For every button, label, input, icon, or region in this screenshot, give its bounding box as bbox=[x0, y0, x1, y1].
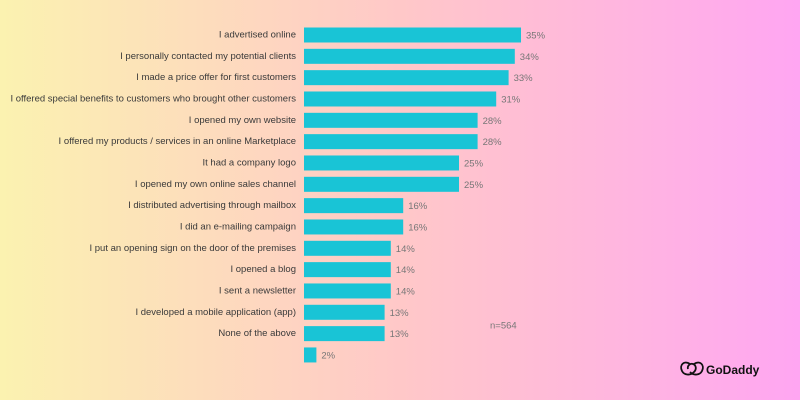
bar bbox=[304, 134, 478, 150]
category-label: I put an opening sign on the door of the… bbox=[90, 243, 297, 254]
bar bbox=[304, 48, 515, 64]
bar bbox=[304, 155, 459, 171]
category-label: None of the above bbox=[218, 328, 296, 339]
value-label: 35% bbox=[526, 31, 546, 42]
value-label: 34% bbox=[520, 52, 540, 63]
category-label: I did an e-mailing campaign bbox=[180, 221, 296, 232]
bar bbox=[304, 347, 317, 363]
bar bbox=[304, 283, 391, 299]
value-label: 14% bbox=[396, 244, 416, 255]
category-label: I opened my own online sales channel bbox=[135, 179, 296, 190]
value-label: 16% bbox=[408, 222, 428, 233]
category-label: I personally contacted my potential clie… bbox=[120, 51, 296, 62]
value-label: 33% bbox=[514, 73, 534, 84]
value-label: 13% bbox=[390, 329, 410, 340]
category-label: I advertised online bbox=[219, 30, 296, 41]
category-label: I offered my products / services in an o… bbox=[59, 136, 296, 147]
value-label: 13% bbox=[390, 308, 410, 319]
bar bbox=[304, 70, 509, 86]
bar bbox=[304, 240, 391, 256]
category-label: I offered special benefits to customers … bbox=[10, 94, 296, 105]
category-label: I opened a blog bbox=[230, 264, 296, 275]
annotation: n=564 bbox=[490, 321, 517, 332]
value-label: 2% bbox=[321, 350, 335, 361]
bar bbox=[304, 91, 497, 107]
brand-name: GoDaddy bbox=[706, 363, 760, 377]
category-label: It had a company logo bbox=[203, 157, 296, 168]
value-label: 28% bbox=[483, 116, 503, 127]
bar bbox=[304, 27, 521, 43]
value-label: 16% bbox=[408, 201, 428, 212]
category-label: I sent a newsletter bbox=[219, 285, 296, 296]
bar bbox=[304, 198, 404, 214]
bar bbox=[304, 262, 391, 278]
bar bbox=[304, 176, 459, 192]
category-label: I distributed advertising through mailbo… bbox=[128, 200, 296, 211]
bar bbox=[304, 326, 385, 342]
value-label: 14% bbox=[396, 286, 416, 297]
brand-logo: GoDaddy bbox=[680, 361, 760, 377]
value-label: 25% bbox=[464, 180, 484, 191]
value-label: 28% bbox=[483, 137, 503, 148]
category-label: I made a price offer for first customers bbox=[136, 72, 296, 83]
category-label: I opened my own website bbox=[189, 115, 296, 126]
logo-icon bbox=[680, 361, 704, 376]
value-label: 14% bbox=[396, 265, 416, 276]
bar bbox=[304, 304, 385, 320]
value-label: 31% bbox=[501, 95, 521, 106]
bar bbox=[304, 219, 404, 235]
bar bbox=[304, 112, 478, 128]
value-label: 25% bbox=[464, 158, 484, 169]
category-label: I developed a mobile application (app) bbox=[135, 307, 296, 318]
